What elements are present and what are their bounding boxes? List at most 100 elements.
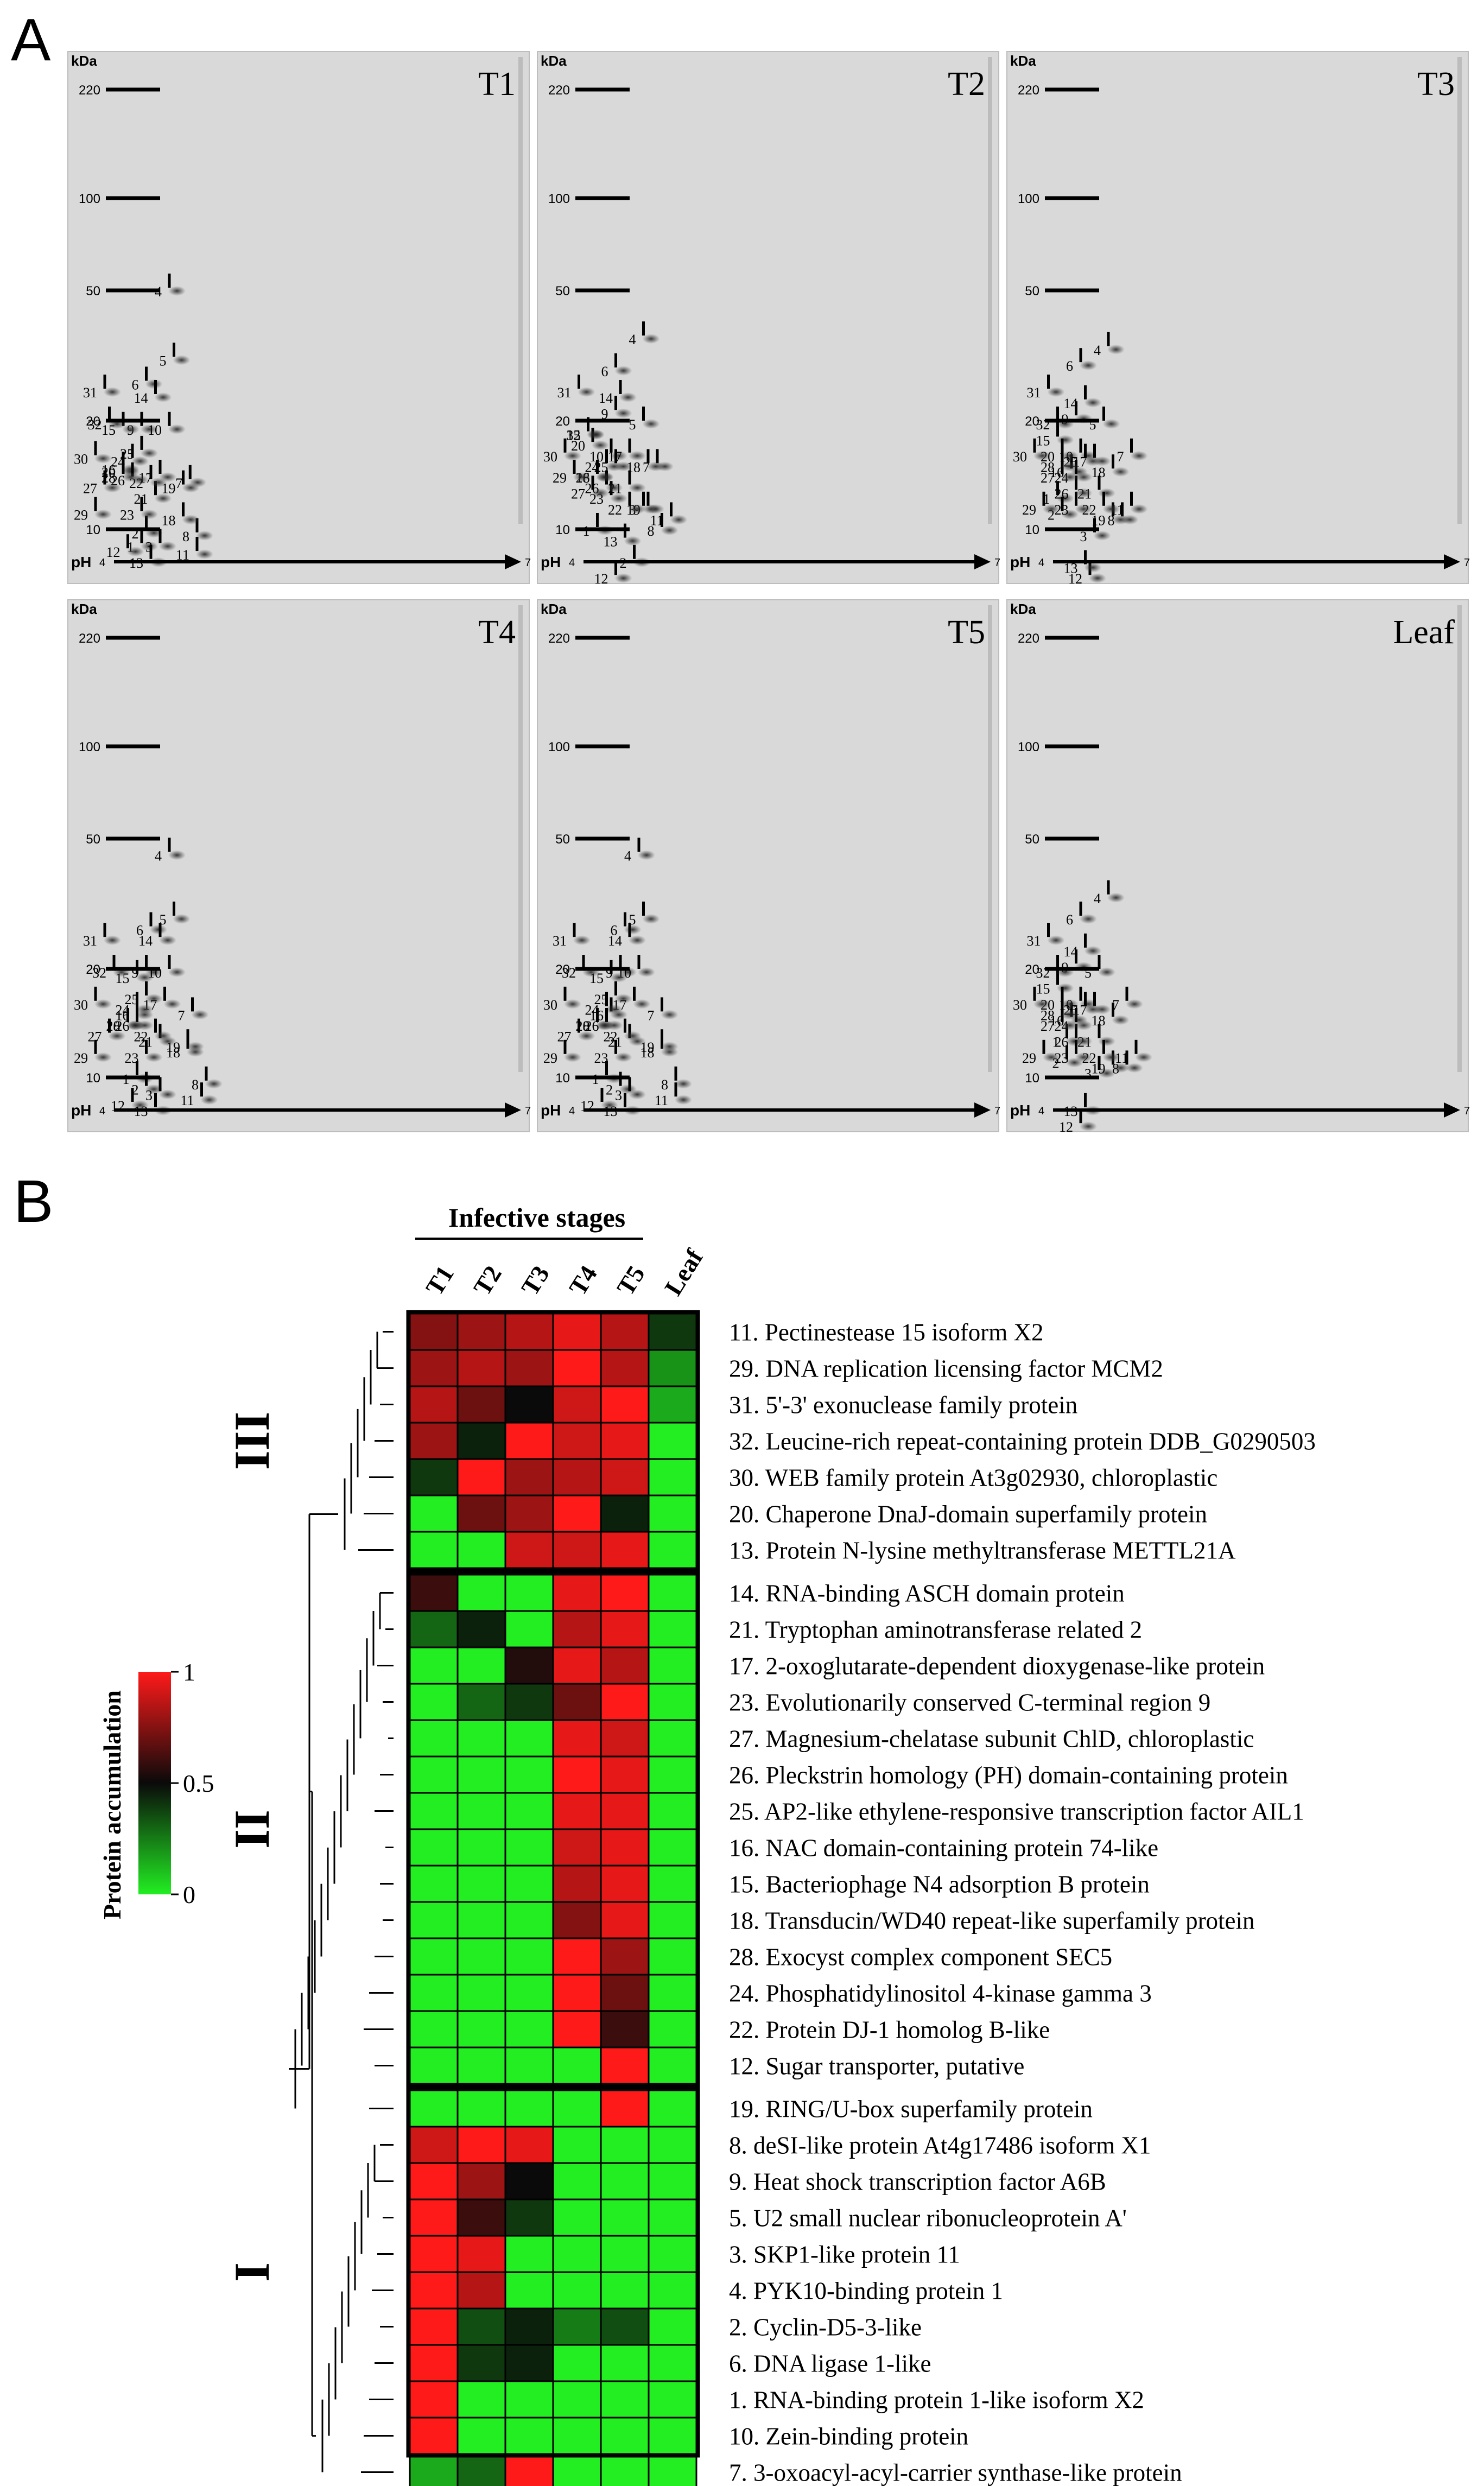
- heat-cell: [456, 2417, 506, 2455]
- heat-cell: [648, 1828, 697, 1867]
- heat-cell: [504, 1385, 554, 1424]
- row-label: 21. Tryptophan aminotransferase related …: [729, 1616, 1142, 1644]
- heat-cell: [504, 1755, 554, 1794]
- heat-cell: [600, 2010, 650, 2049]
- gel-background: [537, 600, 999, 1132]
- heat-cell: [504, 1937, 554, 1976]
- heat-cell: [456, 2010, 506, 2049]
- heat-cell: [504, 1494, 554, 1533]
- column-label-t5: T5: [611, 1261, 650, 1301]
- spot-label-4: 4: [155, 848, 162, 864]
- protein-spot-3: [1098, 1068, 1115, 1079]
- heat-cell: [648, 2417, 697, 2455]
- row-label: 15. Bacteriophage N4 adsorption B protei…: [729, 1871, 1150, 1898]
- heat-cell: [409, 2162, 459, 2200]
- marker-label-100: 100: [1018, 192, 1039, 206]
- protein-spot-24: [131, 456, 149, 466]
- heat-cell: [409, 2198, 459, 2237]
- heat-cell: [648, 2380, 697, 2419]
- spot-label-6: 6: [136, 923, 143, 938]
- heat-cell: [552, 1349, 602, 1387]
- heat-cell: [552, 2089, 602, 2128]
- spot-label-27: 27: [83, 481, 97, 497]
- protein-spot-15: [1056, 983, 1074, 993]
- spot-label-29: 29: [74, 508, 88, 523]
- protein-spot-20: [1061, 451, 1079, 461]
- heat-cell: [504, 1610, 554, 1648]
- gel-border: [1006, 51, 1469, 584]
- heat-cell: [600, 2307, 650, 2346]
- gel-panel-t5: 1234567891011121314151617181920212223242…: [537, 599, 1000, 1132]
- protein-spot-21: [154, 493, 172, 504]
- heat-cell: [456, 2046, 506, 2085]
- spot-label-3: 3: [1080, 529, 1087, 544]
- marker-label-220: 220: [1018, 631, 1039, 646]
- protein-spot-6: [150, 924, 167, 935]
- heat-cell: [600, 1828, 650, 1867]
- heat-cell: [552, 1901, 602, 1939]
- spot-label-4: 4: [624, 848, 631, 864]
- heat-cell: [456, 2235, 506, 2273]
- protein-spot-30: [1033, 451, 1051, 461]
- heat-cell: [552, 2344, 602, 2382]
- protein-spot-11: [1130, 504, 1148, 514]
- spot-label-5: 5: [160, 353, 167, 369]
- spot-label-32: 32: [567, 428, 581, 443]
- ph-start: 4: [99, 557, 105, 569]
- heat-cell: [600, 1937, 650, 1976]
- protein-spot-1: [141, 541, 158, 551]
- heat-cell: [648, 1974, 697, 2012]
- protein-spot-12: [131, 1100, 149, 1110]
- row-label: 23. Evolutionarily conserved C-terminal …: [729, 1689, 1210, 1716]
- heat-cell: [409, 1937, 459, 1976]
- protein-spot-17: [633, 999, 651, 1009]
- heat-cell: [648, 2046, 697, 2085]
- protein-spot-14: [629, 935, 646, 946]
- ph-label: pH: [1010, 1102, 1030, 1119]
- heat-cell: [504, 1312, 554, 1351]
- ph-arrow-head: [505, 554, 521, 569]
- protein-spot-10: [168, 967, 186, 977]
- protein-spot-30: [564, 999, 581, 1009]
- heat-cell: [600, 1901, 650, 1939]
- spot-label-23: 23: [125, 1050, 139, 1066]
- gel-panel-t2: 1234567891011121314151617181920212223242…: [537, 51, 1000, 587]
- spot-label-29: 29: [1022, 1050, 1036, 1066]
- row-label: 28. Exocyst complex component SEC5: [729, 1944, 1112, 1971]
- heat-cell: [409, 1974, 459, 2012]
- protein-spot-17: [163, 999, 181, 1009]
- protein-spot-19: [1112, 1063, 1130, 1073]
- spot-label-15: 15: [1036, 433, 1050, 448]
- heat-cell: [409, 1494, 459, 1533]
- heat-cell: [409, 2126, 459, 2164]
- heat-cell: [648, 2010, 697, 2049]
- row-label: 10. Zein-binding protein: [729, 2423, 968, 2450]
- spot-label-19: 19: [1092, 1061, 1106, 1076]
- heat-cell: [648, 1349, 697, 1387]
- protein-spot-10: [638, 967, 655, 977]
- spot-label-30: 30: [543, 449, 557, 465]
- gel-border: [1006, 599, 1469, 1132]
- protein-spot-7: [1126, 999, 1143, 1009]
- row-label: 19. RING/U-box superfamily protein: [729, 2096, 1093, 2123]
- protein-spot-8: [196, 530, 213, 541]
- spot-label-9: 9: [601, 406, 608, 422]
- ph-end: 7: [994, 557, 1000, 569]
- row-label: 7. 3-oxoacyl-acyl-carrier synthase-like …: [729, 2459, 1182, 2486]
- protein-spot-27: [592, 488, 609, 498]
- protein-spot-6: [1080, 360, 1097, 371]
- heat-cell: [600, 1683, 650, 1721]
- spot-label-30: 30: [74, 997, 88, 1013]
- gel-panel-t4: 1234567891011121314151617181920212223242…: [67, 599, 531, 1132]
- heat-cell: [409, 1755, 459, 1794]
- heat-cell: [600, 2271, 650, 2310]
- colorbar-tick-label: 0: [183, 1881, 195, 1908]
- column-label-t3: T3: [516, 1261, 555, 1301]
- protein-spot-23: [145, 1052, 163, 1062]
- protein-spot-9: [141, 424, 158, 434]
- spot-label-28: 28: [576, 1018, 590, 1034]
- heat-cell: [600, 2198, 650, 2237]
- protein-spot-5: [642, 419, 660, 429]
- spot-label-8: 8: [182, 529, 189, 544]
- heat-cell: [409, 1422, 459, 1460]
